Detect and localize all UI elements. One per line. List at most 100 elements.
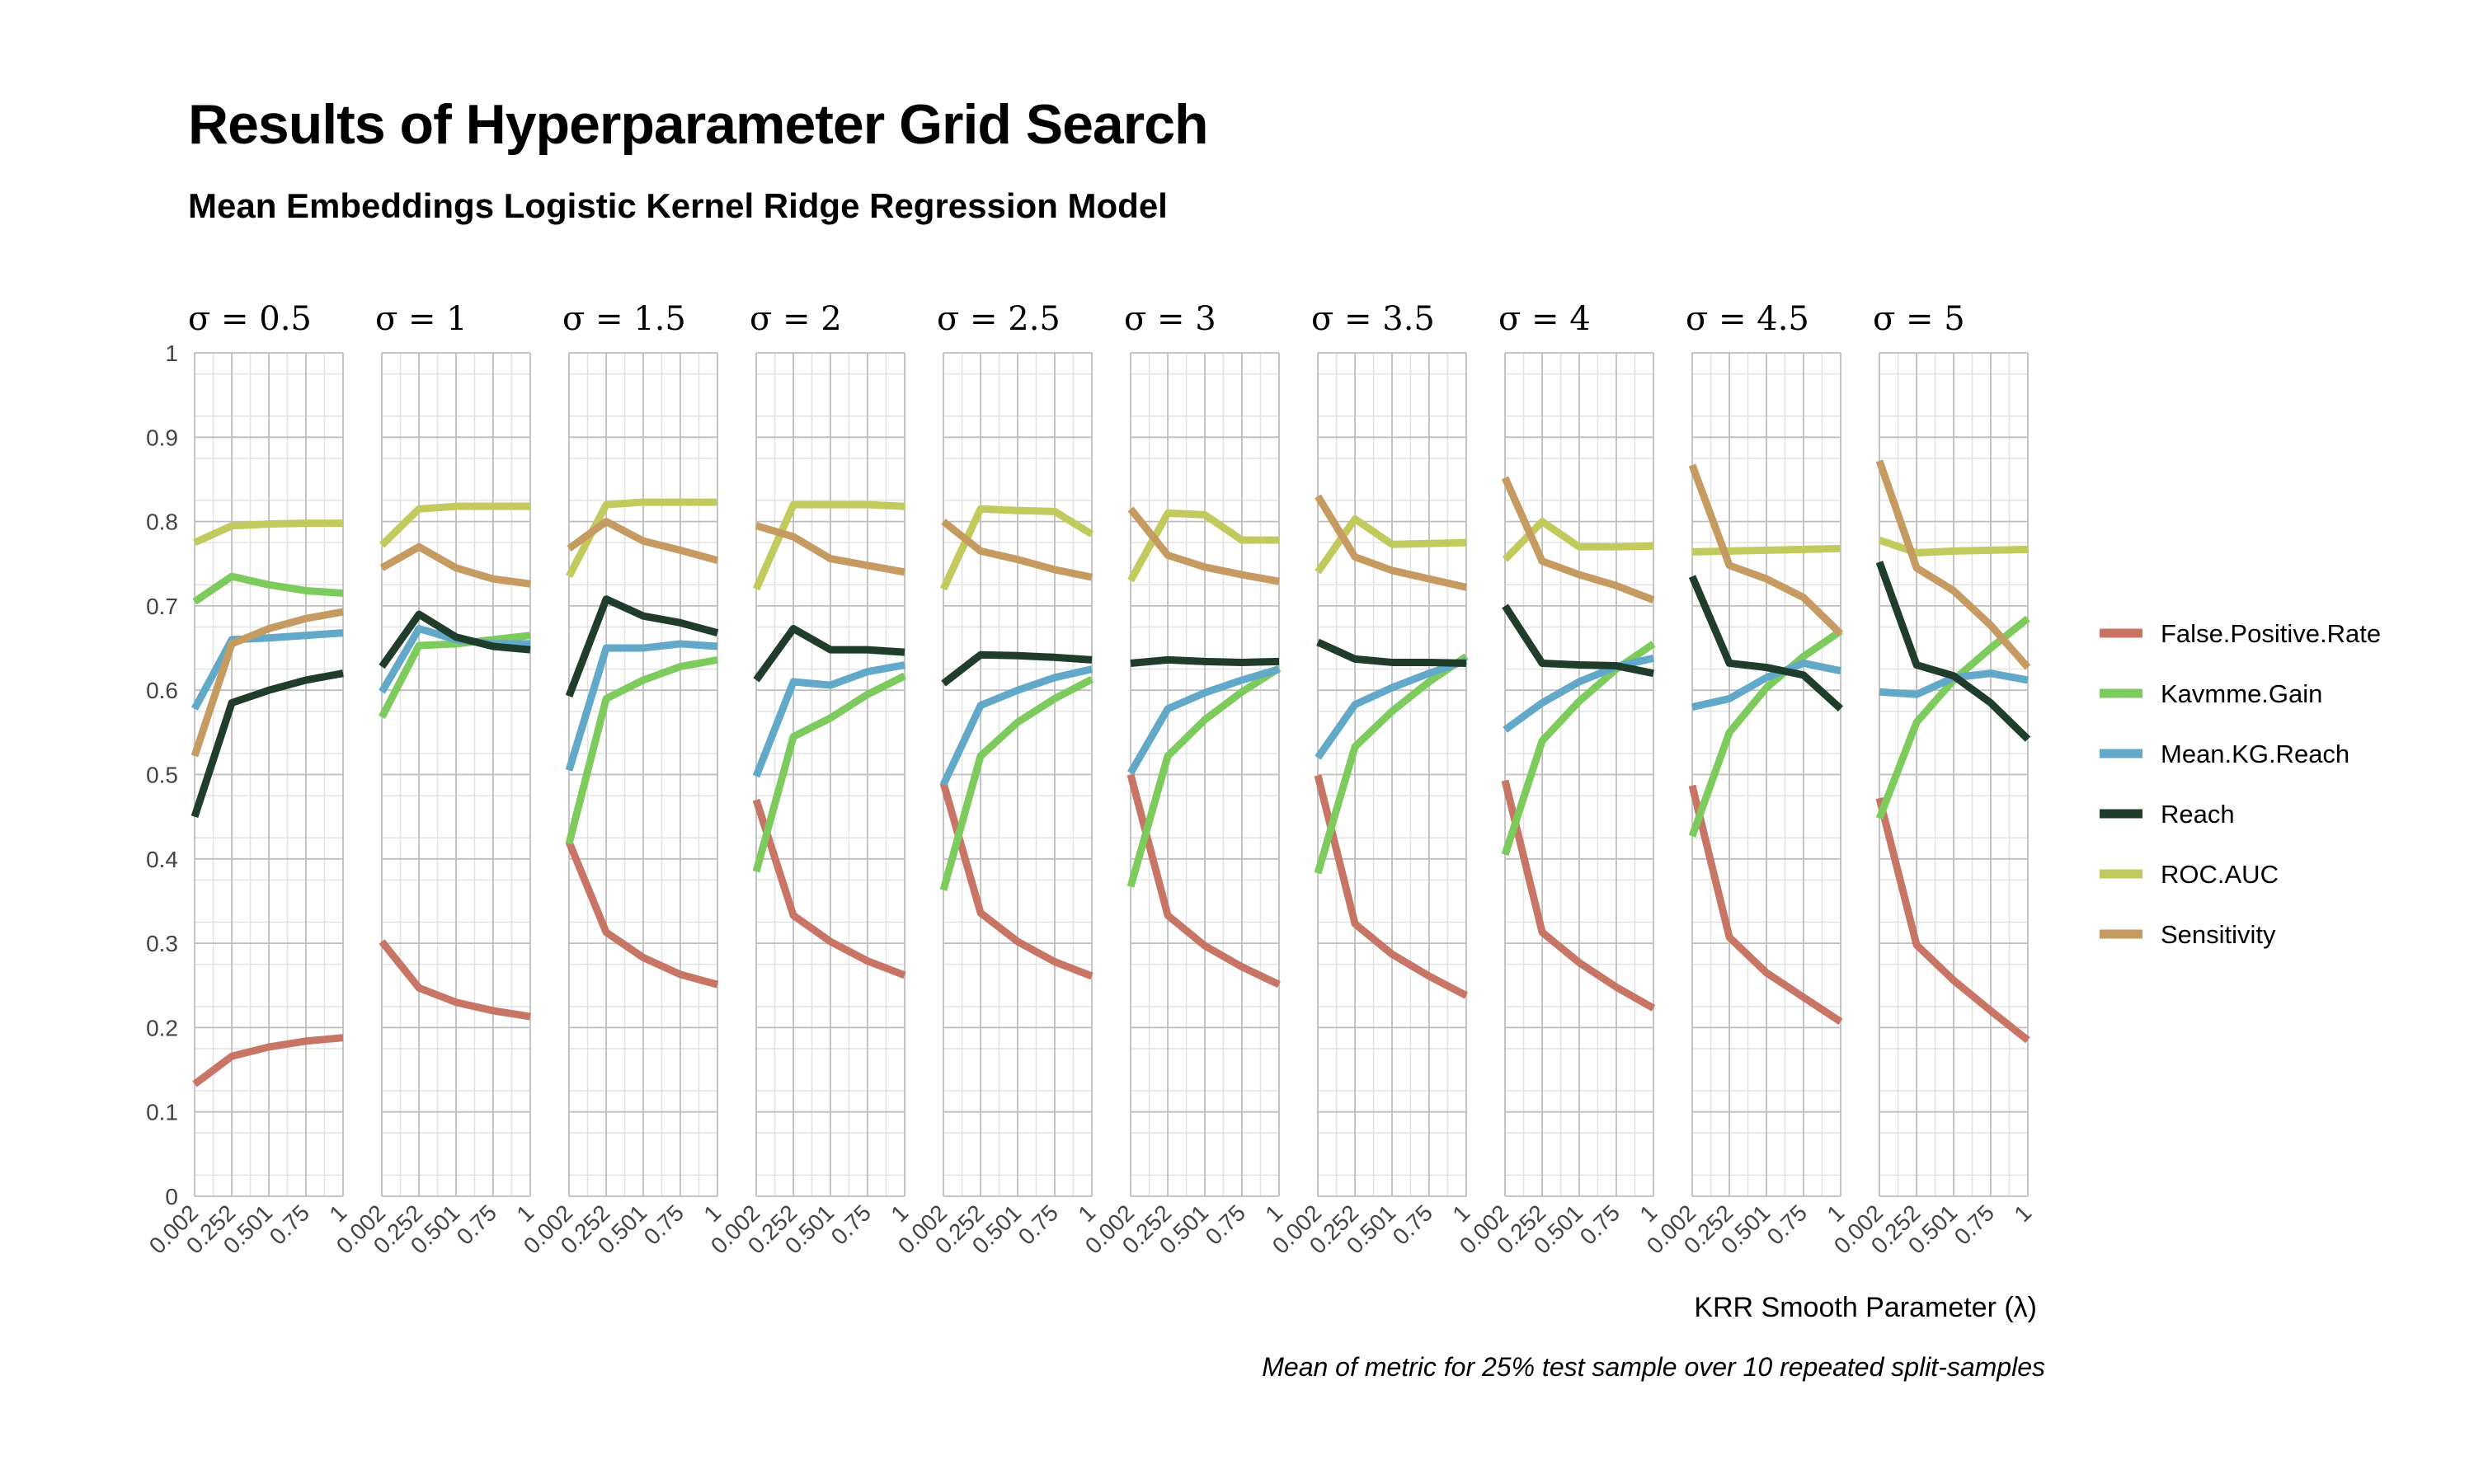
series-line [1130, 655, 1280, 667]
legend-label: Reach [2161, 800, 2235, 829]
x-tick-label: 1 [511, 1200, 539, 1227]
x-axis-title: KRR Smooth Parameter (λ) [1694, 1292, 2037, 1323]
x-tick-label: 0.75 [1950, 1200, 1999, 1249]
legend-label: False.Positive.Rate [2161, 619, 2381, 648]
series-line [1314, 774, 1469, 999]
x-tick-label: 0.75 [452, 1200, 501, 1249]
legend-label: ROC.AUC [2161, 860, 2279, 889]
x-tick-label: 1 [1260, 1200, 1287, 1227]
panel-label: σ = 2 [750, 300, 842, 338]
series-line [192, 572, 344, 605]
x-tick-label: 1 [886, 1200, 913, 1227]
series-line [191, 629, 344, 711]
series-line [1875, 459, 2031, 670]
series-line [1126, 773, 1281, 989]
legend: False.Positive.Rate Kavmme.Gain Mean.KG.Re… [2100, 619, 2381, 949]
y-tick-label: 1 [165, 340, 178, 366]
series-line [1501, 779, 1656, 1012]
x-tick-label: 1 [1073, 1200, 1100, 1227]
y-tick-label: 0.5 [146, 763, 178, 788]
x-tick-label: 0.75 [1762, 1200, 1812, 1249]
series-line [1127, 506, 1280, 585]
panel-label: σ = 2.5 [937, 300, 1061, 338]
series-line [567, 518, 719, 564]
series-line [1315, 494, 1467, 591]
panel-label: σ = 5 [1873, 300, 1965, 338]
x-tick-label: 0.75 [265, 1200, 314, 1249]
series-line [1315, 657, 1468, 760]
x-tick-label: 0.75 [639, 1200, 689, 1249]
series-line [379, 939, 531, 1021]
series-line [379, 502, 530, 548]
series-line [752, 798, 906, 979]
legend-item: ROC.AUC [2100, 860, 2279, 889]
x-tick-label: 1 [2009, 1200, 2036, 1227]
legend-label: Mean.KG.Reach [2161, 740, 2349, 768]
x-tick-label: 1 [1634, 1200, 1662, 1227]
panel-label: σ = 1 [375, 300, 468, 338]
series-line [1126, 665, 1282, 888]
series-line [752, 672, 907, 873]
panel-label: σ = 1.5 [562, 300, 686, 338]
panel-label: σ = 4.5 [1686, 300, 1809, 338]
x-tick-label: 0.75 [826, 1200, 876, 1249]
series-line [1314, 653, 1469, 875]
panel-label: σ = 3.5 [1311, 300, 1435, 338]
x-tick-label: 1 [1822, 1200, 1849, 1227]
series-line [1878, 536, 2029, 556]
series-line [939, 505, 1094, 591]
legend-item: Mean.KG.Reach [2100, 740, 2349, 768]
chart-title: Results of Hyperparameter Grid Search [188, 93, 1209, 156]
y-tick-label: 0.9 [146, 425, 178, 450]
series-line [565, 595, 719, 697]
x-tick-label: 0.75 [1575, 1200, 1625, 1249]
series-line [939, 782, 1094, 980]
panel-label: σ = 0.5 [188, 300, 312, 338]
series-line [1501, 476, 1655, 603]
series-line [939, 675, 1094, 891]
x-tick-label: 1 [324, 1200, 351, 1227]
legend-label: Sensitivity [2161, 920, 2276, 949]
series-line [190, 608, 344, 758]
series-line [755, 522, 905, 576]
legend-item: Reach [2100, 800, 2235, 829]
panel-label: σ = 3 [1124, 300, 1216, 338]
series-line [1502, 603, 1654, 678]
series-line [565, 640, 718, 772]
series-line [753, 625, 905, 683]
legend-item: Kavmme.Gain [2100, 679, 2322, 708]
y-tick-label: 0.2 [146, 1015, 178, 1040]
series-line [1691, 659, 1841, 711]
x-tick-label: 0.75 [1388, 1200, 1437, 1249]
legend-item: Sensitivity [2100, 920, 2276, 949]
x-tick-label: 1 [698, 1200, 726, 1227]
series-line [565, 840, 719, 989]
y-tick-label: 0.7 [146, 594, 178, 619]
series-line [379, 542, 531, 588]
series-line [565, 655, 718, 845]
series-line [1688, 627, 1843, 838]
x-tick-label: 0.75 [1201, 1200, 1250, 1249]
y-tick-label: 0.6 [146, 678, 178, 703]
series-line [193, 519, 343, 547]
series-line [941, 650, 1093, 687]
series-line [752, 661, 905, 778]
series-line [1875, 561, 2031, 742]
x-tick-label: 1 [1447, 1200, 1475, 1227]
y-tick-label: 0.1 [146, 1100, 178, 1125]
series-line [939, 665, 1093, 787]
y-tick-label: 0 [165, 1184, 178, 1209]
y-tick-label: 0.3 [146, 931, 178, 956]
series-line [1688, 575, 1844, 712]
series-line [379, 610, 531, 669]
panel-label: σ = 4 [1498, 300, 1591, 338]
